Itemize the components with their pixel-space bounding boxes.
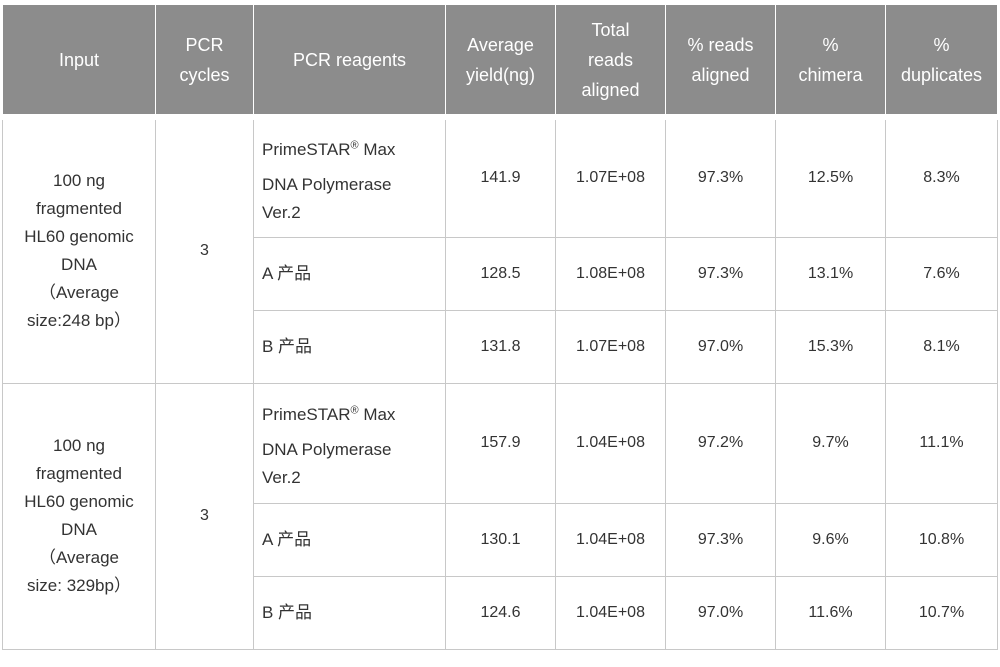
input-line: fragmented (36, 199, 122, 219)
header-pct-duplicates: % duplicates (885, 4, 998, 120)
header-total-reads: Total reads aligned (555, 4, 666, 120)
header-pcr-reagents: PCR reagents (253, 4, 446, 120)
chimera-cell: 15.3% (775, 309, 886, 384)
pcr-cycles-cell: 3 (155, 116, 254, 384)
reads-aligned-cell: 97.0% (665, 575, 776, 650)
input-line: size: 329bp） (27, 576, 131, 595)
header-input: Input (2, 4, 156, 120)
yield-cell: 141.9 (445, 116, 556, 238)
reagent-cell: PrimeSTAR® Max DNA Polymerase Ver.2 (253, 382, 446, 504)
reads-aligned-cell: 97.0% (665, 309, 776, 384)
pcr-cycles-cell: 3 (155, 382, 254, 650)
total-reads-cell: 1.04E+08 (555, 575, 666, 650)
chimera-cell: 12.5% (775, 116, 886, 238)
duplicates-cell: 8.1% (885, 309, 998, 384)
header-pct-chimera: % chimera (775, 4, 886, 120)
reagent-cell: PrimeSTAR® Max DNA Polymerase Ver.2 (253, 116, 446, 238)
input-line: DNA (61, 520, 97, 539)
duplicates-cell: 8.3% (885, 116, 998, 238)
yield-cell: 124.6 (445, 575, 556, 650)
total-reads-cell: 1.04E+08 (555, 502, 666, 577)
input-line: 100 ng (53, 171, 105, 191)
table-row: A 产品 128.5 1.08E+08 97.3% 13.1% 7.6% (3, 236, 998, 311)
total-reads-cell: 1.07E+08 (555, 309, 666, 384)
header-average-yield: Average yield(ng) (445, 4, 556, 120)
yield-cell: 128.5 (445, 236, 556, 311)
input-line: HL60 genomic (24, 227, 134, 247)
chimera-cell: 9.7% (775, 382, 886, 504)
reagent-cell: B 产品 (253, 575, 446, 650)
header-pcr-cycles: PCR cycles (155, 4, 254, 120)
input-cell: 100 ng fragmented HL60 genomic DNA （Average s… (2, 382, 156, 650)
yield-cell: 157.9 (445, 382, 556, 504)
input-line: size:248 bp） (27, 311, 131, 331)
total-reads-cell: 1.07E+08 (555, 116, 666, 238)
table-row: A 产品 130.1 1.04E+08 97.3% 9.6% 10.8% (3, 502, 998, 577)
table-row: B 产品 124.6 1.04E+08 97.0% 11.6% 10.7% (3, 575, 998, 650)
yield-cell: 130.1 (445, 502, 556, 577)
yield-cell: 131.8 (445, 309, 556, 384)
chimera-cell: 9.6% (775, 502, 886, 577)
reads-aligned-cell: 97.3% (665, 236, 776, 311)
results-table: Input PCR cycles PCR reagents Average yiel… (2, 4, 998, 650)
duplicates-cell: 10.8% (885, 502, 998, 577)
chimera-cell: 13.1% (775, 236, 886, 311)
chimera-cell: 11.6% (775, 575, 886, 650)
reads-aligned-cell: 97.3% (665, 502, 776, 577)
duplicates-cell: 10.7% (885, 575, 998, 650)
reads-aligned-cell: 97.3% (665, 116, 776, 238)
reagent-cell: A 产品 (253, 236, 446, 311)
reagent-cell: A 产品 (253, 502, 446, 577)
header-row: Input PCR cycles PCR reagents Average yiel… (2, 4, 998, 120)
duplicates-cell: 11.1% (885, 382, 998, 504)
input-line: HL60 genomic (24, 492, 134, 511)
reagent-cell: B 产品 (253, 309, 446, 384)
total-reads-cell: 1.04E+08 (555, 382, 666, 504)
table-row: 100 ng fragmented HL60 genomic DNA （Average s… (2, 382, 998, 650)
duplicates-cell: 7.6% (885, 236, 998, 311)
total-reads-cell: 1.08E+08 (555, 236, 666, 311)
table-row: B 产品 131.8 1.07E+08 97.0% 15.3% 8.1% (3, 309, 998, 384)
input-line: （Average (38, 548, 119, 567)
input-line: 100 ng (53, 436, 105, 455)
input-line: fragmented (36, 464, 122, 483)
table-row: 100 ng fragmented HL60 genomic DNA （Average s… (2, 116, 998, 384)
input-cell: 100 ng fragmented HL60 genomic DNA （Average s… (2, 116, 156, 384)
input-line: DNA (61, 255, 97, 275)
header-pct-reads-aligned: % reads aligned (665, 4, 776, 120)
reads-aligned-cell: 97.2% (665, 382, 776, 504)
input-line: （Average (38, 283, 119, 303)
